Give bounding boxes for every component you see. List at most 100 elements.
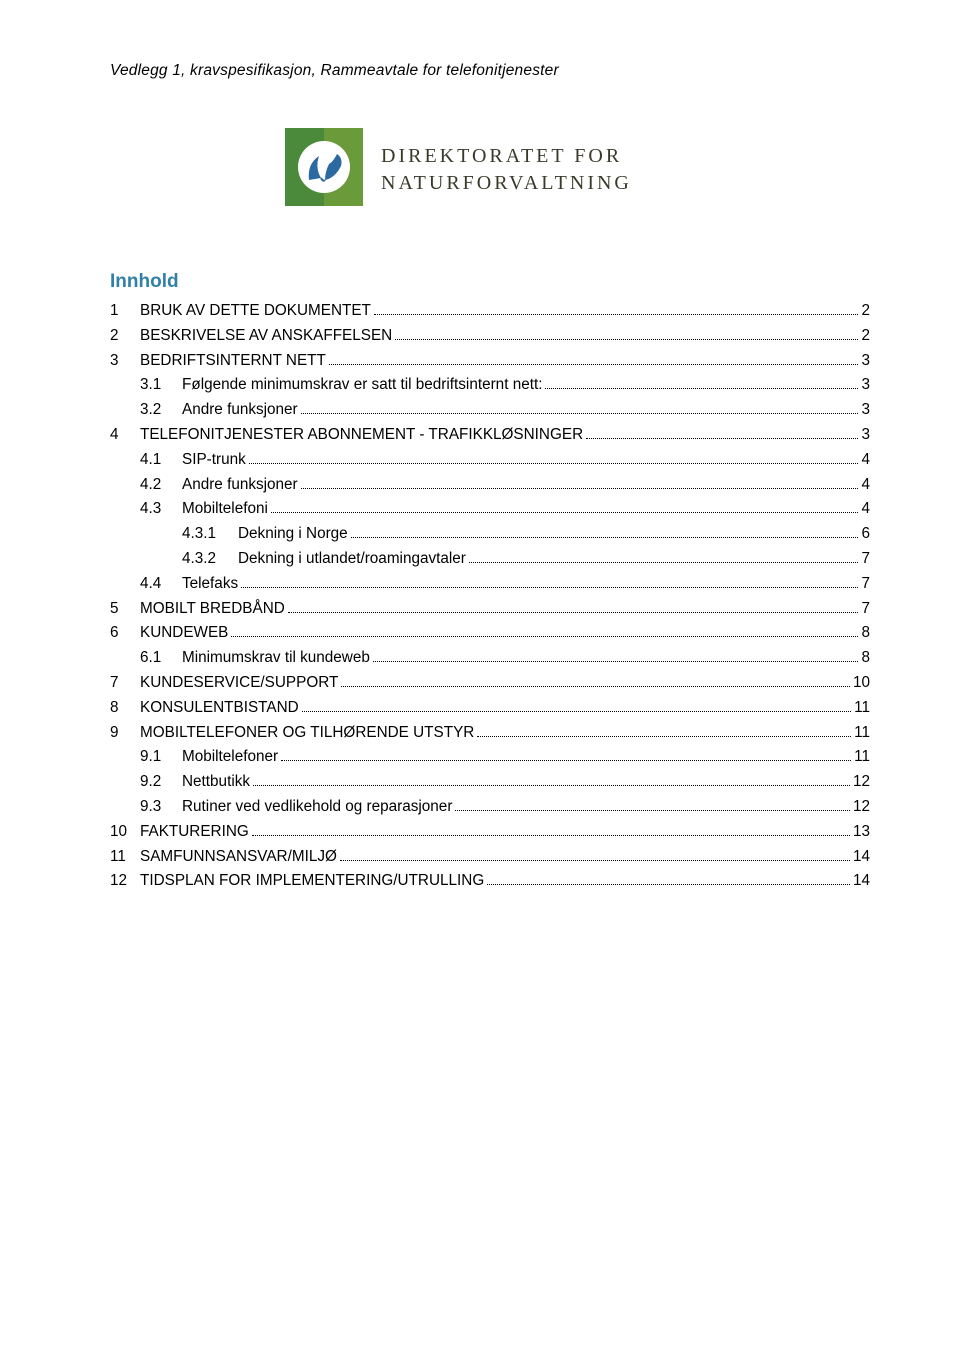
toc-entry[interactable]: 6.1Minimumskrav til kundeweb8 xyxy=(110,650,870,665)
toc-leader-dots xyxy=(477,736,851,737)
toc-entry[interactable]: 9.2Nettbutikk 12 xyxy=(110,774,870,789)
toc-entry[interactable]: 4TELEFONITJENESTER ABONNEMENT - TRAFIKKL… xyxy=(110,427,870,442)
organization-logo: DIREKTORATET FOR NATURFORVALTNING xyxy=(285,128,870,211)
toc-page-number: 4 xyxy=(861,501,870,516)
toc-entry[interactable]: 4.3.2Dekning i utlandet/roamingavtaler7 xyxy=(110,551,870,566)
toc-leader-dots xyxy=(301,488,859,489)
toc-leader-dots xyxy=(351,537,859,538)
toc-entry[interactable]: 4.2Andre funksjoner4 xyxy=(110,477,870,492)
toc-label: SAMFUNNSANSVAR/MILJØ xyxy=(140,849,337,864)
organization-name: DIREKTORATET FOR NATURFORVALTNING xyxy=(381,143,632,197)
toc-page-number: 6 xyxy=(861,526,870,541)
toc-entry[interactable]: 7KUNDESERVICE/SUPPORT10 xyxy=(110,675,870,690)
toc-entry[interactable]: 12TIDSPLAN FOR IMPLEMENTERING/UTRULLING 1… xyxy=(110,873,870,888)
toc-leader-dots xyxy=(487,884,850,885)
toc-label: BESKRIVELSE AV ANSKAFFELSEN xyxy=(140,328,392,343)
toc-leader-dots xyxy=(373,661,859,662)
toc-leader-dots xyxy=(252,835,850,836)
toc-entry[interactable]: 5MOBILT BREDBÅND 7 xyxy=(110,601,870,616)
toc-page-number: 8 xyxy=(861,625,870,640)
toc-number: 3.2 xyxy=(140,402,182,417)
toc-label: TELEFONITJENESTER ABONNEMENT - TRAFIKKLØ… xyxy=(140,427,583,442)
toc-label: KONSULENTBISTAND xyxy=(140,700,299,715)
toc-label: MOBILTELEFONER OG TILHØRENDE UTSTYR xyxy=(140,725,474,740)
toc-page-number: 4 xyxy=(861,452,870,467)
toc-page-number: 3 xyxy=(861,353,870,368)
toc-entry[interactable]: 9.3Rutiner ved vedlikehold og reparasjon… xyxy=(110,799,870,814)
toc-number: 4.3 xyxy=(140,501,182,516)
toc-page-number: 7 xyxy=(861,576,870,591)
toc-leader-dots xyxy=(545,388,858,389)
toc-leader-dots xyxy=(281,760,851,761)
toc-number: 4 xyxy=(110,427,140,442)
toc-entry[interactable]: 9.1Mobiltelefoner 11 xyxy=(110,749,870,764)
toc-page-number: 10 xyxy=(853,675,870,690)
toc-label: KUNDEWEB xyxy=(140,625,228,640)
toc-number: 4.3.2 xyxy=(182,551,238,566)
toc-entry[interactable]: 4.4Telefaks7 xyxy=(110,576,870,591)
toc-label: Dekning i Norge xyxy=(238,526,348,541)
toc-entry[interactable]: 3BEDRIFTSINTERNT NETT3 xyxy=(110,353,870,368)
toc-entry[interactable]: 4.1SIP-trunk4 xyxy=(110,452,870,467)
toc-leader-dots xyxy=(288,612,859,613)
toc-leader-dots xyxy=(455,810,850,811)
toc-label: Minimumskrav til kundeweb xyxy=(182,650,370,665)
toc-heading: Innhold xyxy=(110,271,870,293)
toc-entry[interactable]: 4.3.1Dekning i Norge 6 xyxy=(110,526,870,541)
toc-leader-dots xyxy=(586,438,858,439)
toc-label: Nettbutikk xyxy=(182,774,250,789)
toc-number: 4.3.1 xyxy=(182,526,238,541)
toc-number: 11 xyxy=(110,849,140,864)
toc-leader-dots xyxy=(253,785,850,786)
toc-entry[interactable]: 8KONSULENTBISTAND 11 xyxy=(110,700,870,715)
toc-label: Mobiltelefoner xyxy=(182,749,278,764)
toc-number: 5 xyxy=(110,601,140,616)
toc-label: Andre funksjoner xyxy=(182,477,298,492)
toc-label: BRUK AV DETTE DOKUMENTET xyxy=(140,303,371,318)
toc-page-number: 12 xyxy=(853,799,870,814)
toc-leader-dots xyxy=(301,413,859,414)
toc-entry[interactable]: 3.2Andre funksjoner 3 xyxy=(110,402,870,417)
toc-label: TIDSPLAN FOR IMPLEMENTERING/UTRULLING xyxy=(140,873,484,888)
toc-number: 3.1 xyxy=(140,377,182,392)
toc-entry[interactable]: 3.1Følgende minimumskrav er satt til bed… xyxy=(110,377,870,392)
toc-entry[interactable]: 10FAKTURERING13 xyxy=(110,824,870,839)
logo-line-2: NATURFORVALTNING xyxy=(381,170,632,197)
toc-number: 2 xyxy=(110,328,140,343)
toc-number: 8 xyxy=(110,700,140,715)
table-of-contents: 1BRUK AV DETTE DOKUMENTET2 2BESKRIVELSE A… xyxy=(110,303,870,889)
toc-leader-dots xyxy=(374,314,859,315)
toc-label: Rutiner ved vedlikehold og reparasjoner xyxy=(182,799,452,814)
toc-entry[interactable]: 1BRUK AV DETTE DOKUMENTET2 xyxy=(110,303,870,318)
toc-leader-dots xyxy=(241,587,858,588)
toc-label: Andre funksjoner xyxy=(182,402,298,417)
toc-leader-dots xyxy=(395,339,858,340)
toc-entry[interactable]: 2BESKRIVELSE AV ANSKAFFELSEN2 xyxy=(110,328,870,343)
toc-entry[interactable]: 11SAMFUNNSANSVAR/MILJØ14 xyxy=(110,849,870,864)
toc-number: 9.1 xyxy=(140,749,182,764)
toc-number: 9.3 xyxy=(140,799,182,814)
toc-page-number: 7 xyxy=(861,551,870,566)
toc-number: 6 xyxy=(110,625,140,640)
toc-label: BEDRIFTSINTERNT NETT xyxy=(140,353,326,368)
toc-label: MOBILT BREDBÅND xyxy=(140,601,285,616)
toc-number: 9 xyxy=(110,725,140,740)
logo-line-1: DIREKTORATET FOR xyxy=(381,143,632,170)
toc-number: 12 xyxy=(110,873,140,888)
toc-entry[interactable]: 6KUNDEWEB 8 xyxy=(110,625,870,640)
toc-leader-dots xyxy=(231,636,858,637)
toc-entry[interactable]: 9MOBILTELEFONER OG TILHØRENDE UTSTYR11 xyxy=(110,725,870,740)
toc-page-number: 11 xyxy=(854,700,870,715)
toc-number: 9.2 xyxy=(140,774,182,789)
toc-page-number: 14 xyxy=(853,873,870,888)
toc-leader-dots xyxy=(341,686,850,687)
toc-leader-dots xyxy=(271,512,859,513)
toc-page-number: 11 xyxy=(854,749,870,764)
toc-page-number: 7 xyxy=(861,601,870,616)
toc-label: Mobiltelefoni xyxy=(182,501,268,516)
toc-page-number: 3 xyxy=(861,402,870,417)
toc-entry[interactable]: 4.3Mobiltelefoni 4 xyxy=(110,501,870,516)
toc-leader-dots xyxy=(329,364,859,365)
toc-page-number: 12 xyxy=(853,774,870,789)
toc-label: Telefaks xyxy=(182,576,238,591)
